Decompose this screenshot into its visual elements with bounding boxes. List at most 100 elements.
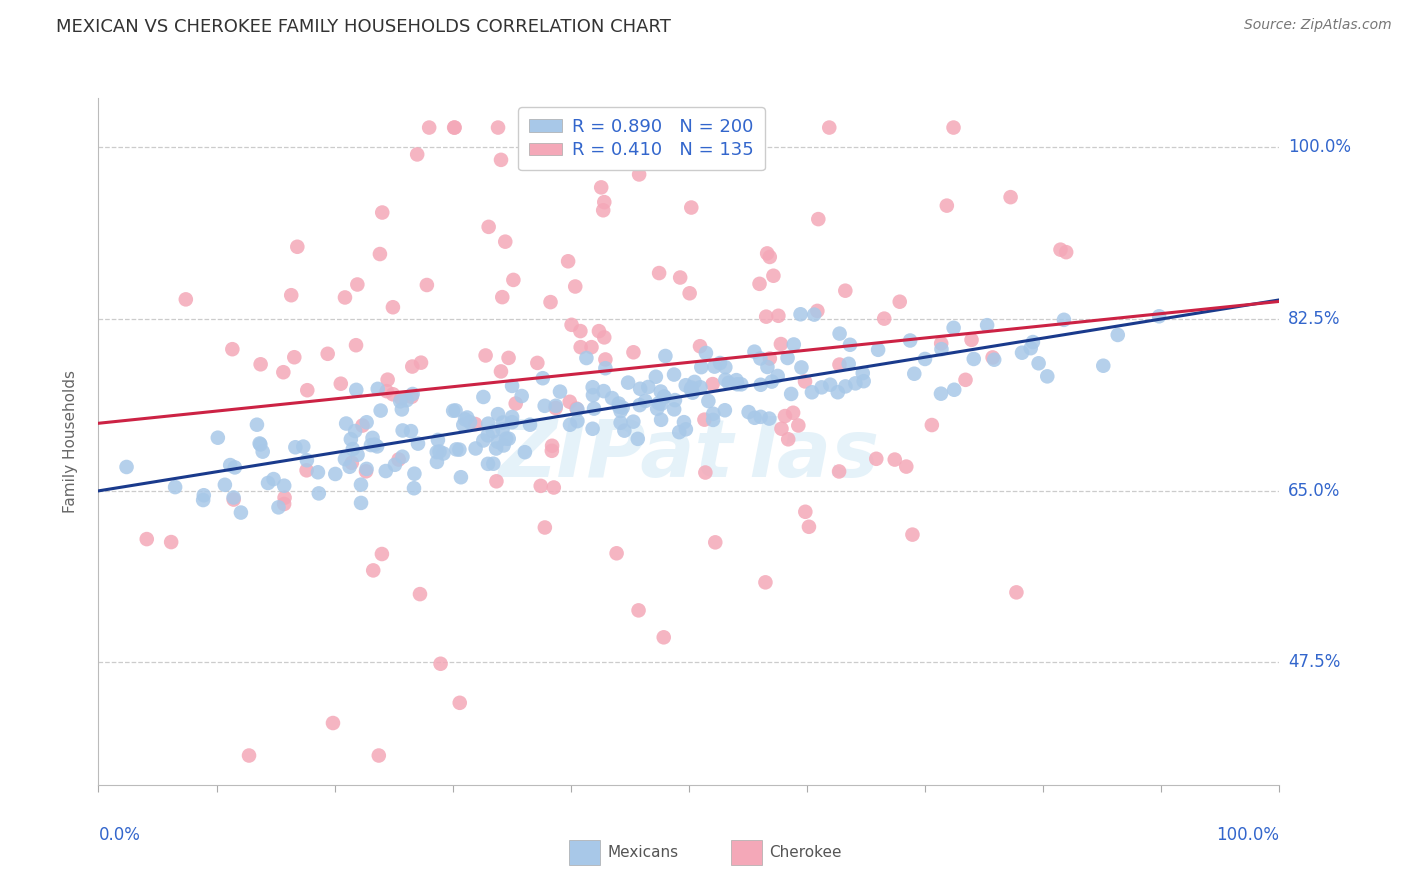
Point [221, 342, 243, 356]
Point [761, 375, 783, 389]
Point [896, 459, 918, 474]
Point [681, 201, 703, 215]
Point [418, 120, 440, 135]
Point [773, 409, 796, 423]
Point [249, 436, 271, 450]
Point [725, 377, 748, 392]
Point [322, 716, 344, 731]
Point [367, 382, 389, 396]
Text: Source: ZipAtlas.com: Source: ZipAtlas.com [1244, 18, 1392, 32]
Point [675, 378, 697, 392]
Point [561, 318, 583, 332]
Text: 82.5%: 82.5% [1288, 310, 1340, 328]
Point [257, 475, 280, 490]
Point [662, 402, 685, 417]
Text: 47.5%: 47.5% [1288, 653, 1340, 672]
Point [354, 464, 377, 478]
Point [600, 391, 623, 405]
Point [609, 404, 631, 418]
Point [789, 307, 811, 321]
Point [339, 459, 361, 474]
Point [1019, 341, 1042, 355]
Point [344, 424, 367, 438]
Point [342, 442, 364, 456]
Point [346, 277, 368, 292]
Point [873, 311, 896, 326]
Point [229, 506, 252, 520]
Point [486, 407, 509, 421]
Point [485, 442, 508, 456]
Point [366, 439, 388, 453]
Legend: R = 0.890   N = 200, R = 0.410   N = 135: R = 0.890 N = 200, R = 0.410 N = 135 [519, 107, 765, 170]
Point [901, 527, 924, 541]
Point [654, 349, 676, 363]
Point [295, 453, 318, 467]
Point [749, 409, 772, 424]
Point [807, 212, 830, 227]
Point [316, 347, 339, 361]
Point [628, 168, 651, 182]
Point [482, 425, 505, 439]
Point [426, 445, 449, 459]
Point [207, 431, 229, 445]
Point [607, 396, 630, 410]
Y-axis label: Family Households: Family Households [63, 370, 77, 513]
Point [249, 437, 271, 451]
Point [681, 381, 703, 395]
Point [160, 535, 183, 549]
Point [844, 376, 866, 391]
Point [458, 415, 481, 429]
Point [377, 373, 399, 387]
Point [852, 366, 875, 380]
Point [401, 387, 423, 401]
Point [803, 308, 825, 322]
Point [737, 405, 759, 419]
Point [868, 343, 890, 357]
Point [406, 147, 429, 161]
Point [505, 396, 527, 410]
Point [725, 373, 748, 387]
Point [219, 458, 242, 472]
Point [501, 379, 523, 393]
Point [246, 417, 269, 432]
Point [744, 344, 766, 359]
Point [709, 356, 731, 370]
Point [702, 377, 724, 392]
Point [983, 352, 1005, 367]
Point [756, 246, 779, 260]
Point [498, 432, 520, 446]
Point [648, 266, 671, 280]
Point [252, 444, 274, 458]
Point [367, 748, 389, 763]
Point [346, 448, 368, 462]
Point [441, 403, 464, 417]
Point [627, 603, 650, 617]
Point [963, 351, 986, 366]
Point [494, 235, 516, 249]
Point [384, 458, 406, 472]
Text: 65.0%: 65.0% [1288, 482, 1340, 500]
Point [557, 254, 579, 268]
Point [485, 475, 508, 489]
Point [193, 488, 215, 502]
Point [401, 390, 423, 404]
Point [482, 457, 505, 471]
Point [758, 411, 780, 425]
Point [650, 384, 672, 399]
Point [675, 422, 697, 436]
Point [222, 492, 245, 507]
Point [395, 393, 418, 408]
Point [806, 304, 828, 318]
Point [628, 398, 651, 412]
Point [569, 324, 592, 338]
Point [534, 520, 557, 534]
Point [689, 380, 711, 394]
Point [409, 587, 432, 601]
Point [567, 414, 589, 428]
Point [249, 357, 271, 371]
Point [273, 365, 295, 379]
Point [613, 424, 636, 438]
Point [280, 288, 302, 302]
Point [558, 417, 581, 432]
Point [381, 387, 404, 401]
